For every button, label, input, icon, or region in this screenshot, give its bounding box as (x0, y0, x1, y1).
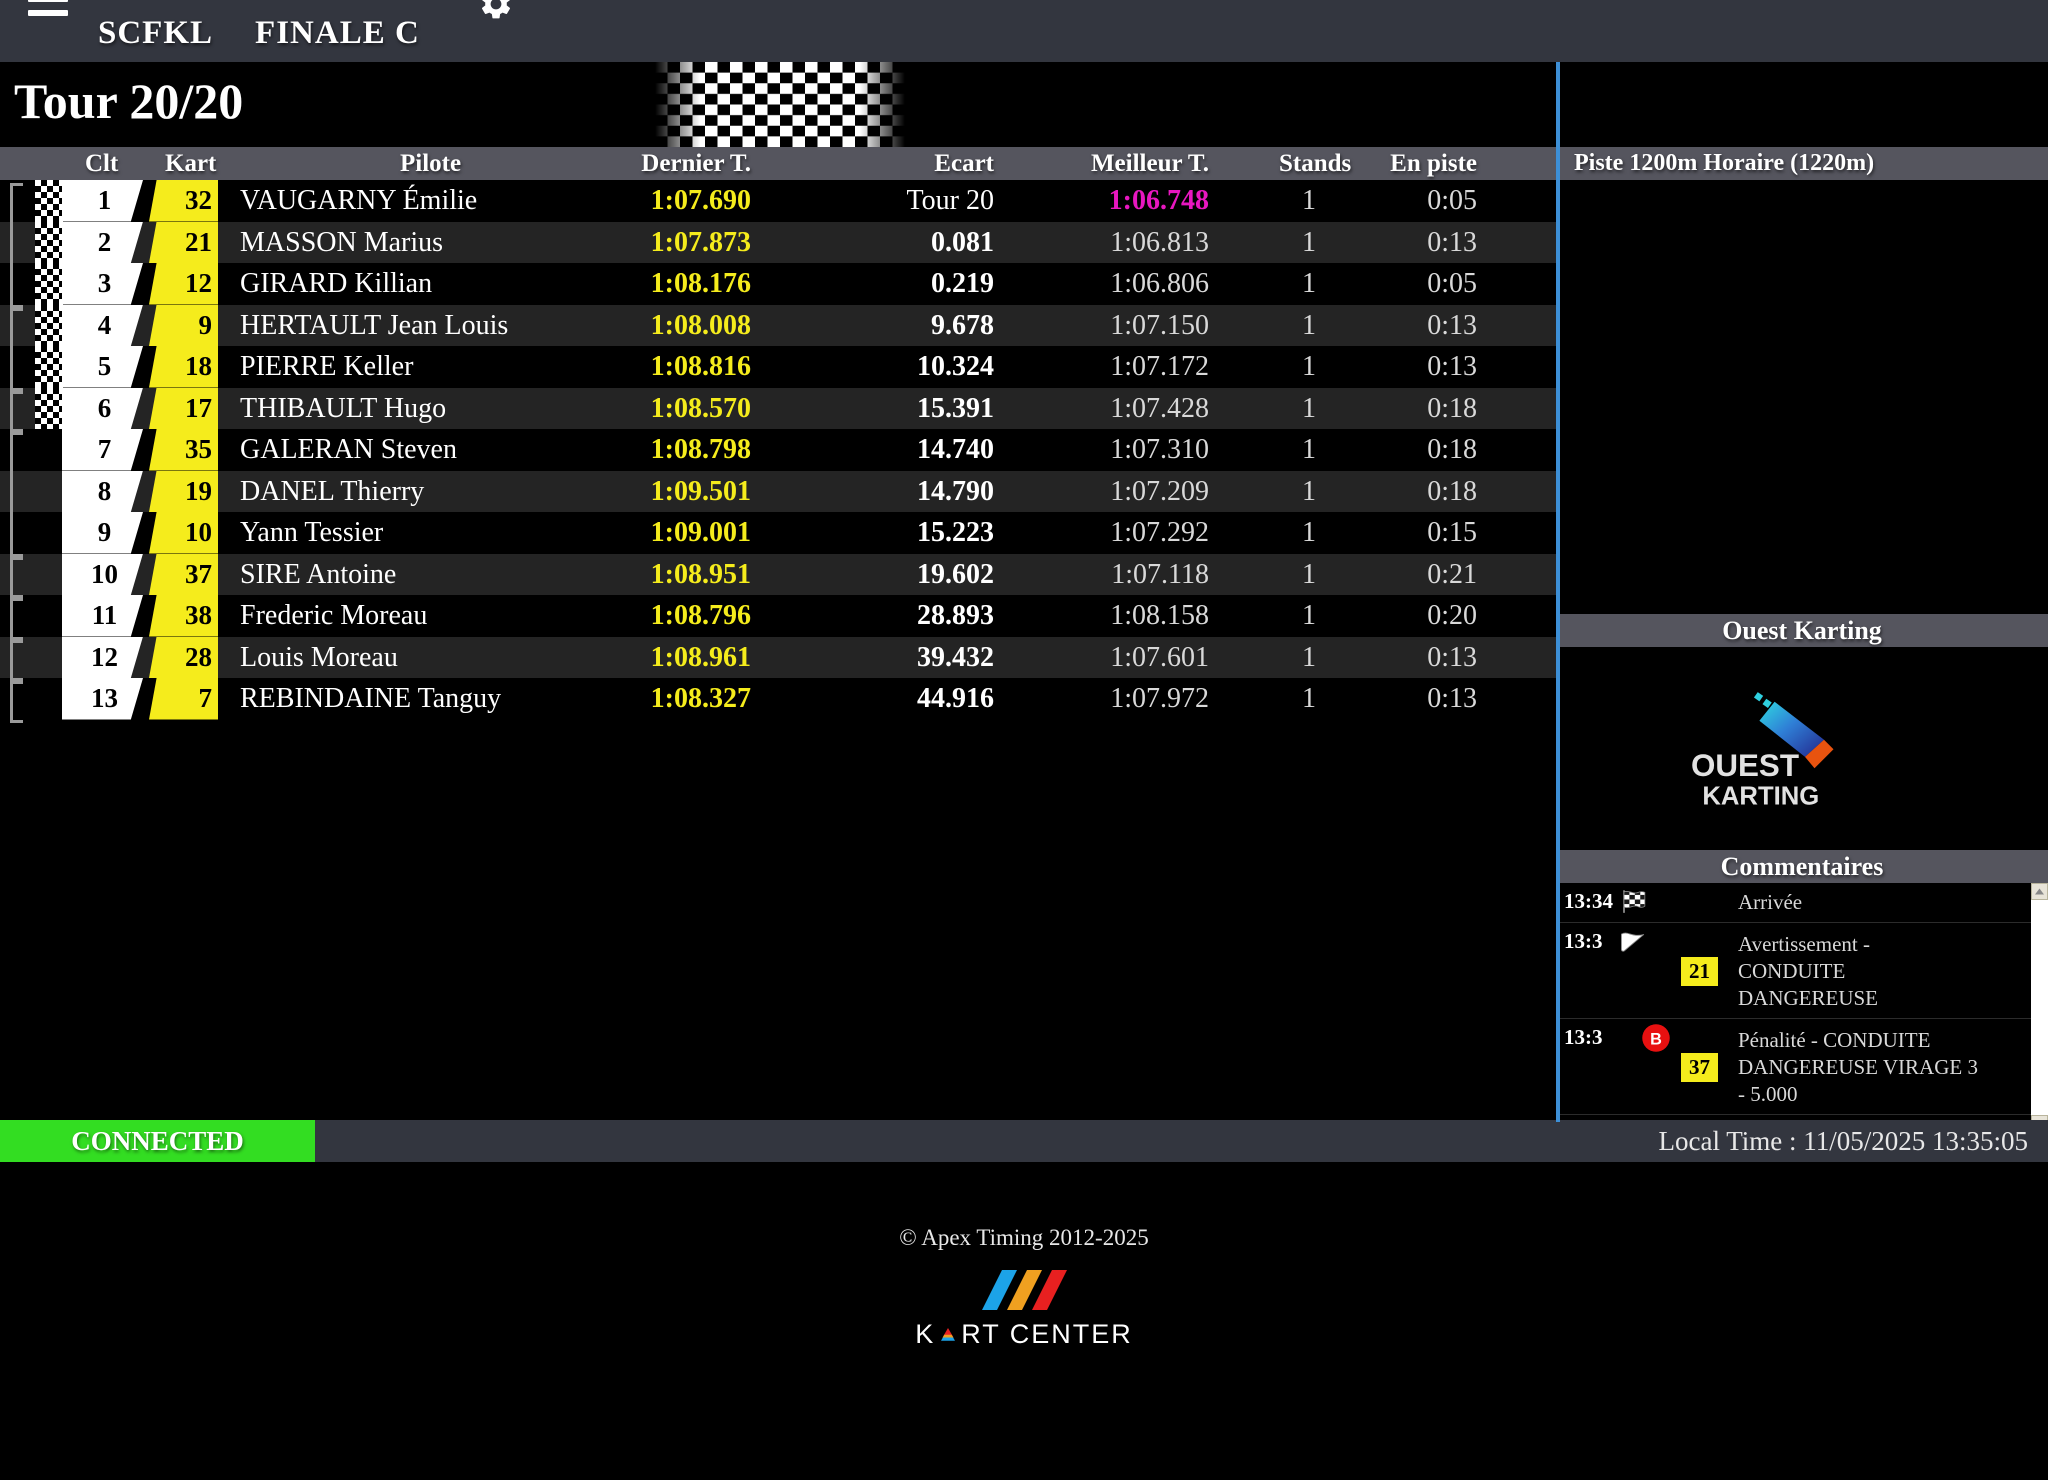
svg-text:B: B (1650, 1030, 1662, 1048)
svg-text:KARTING: KARTING (1702, 782, 1819, 810)
svg-text:OUEST: OUEST (1691, 748, 1799, 783)
